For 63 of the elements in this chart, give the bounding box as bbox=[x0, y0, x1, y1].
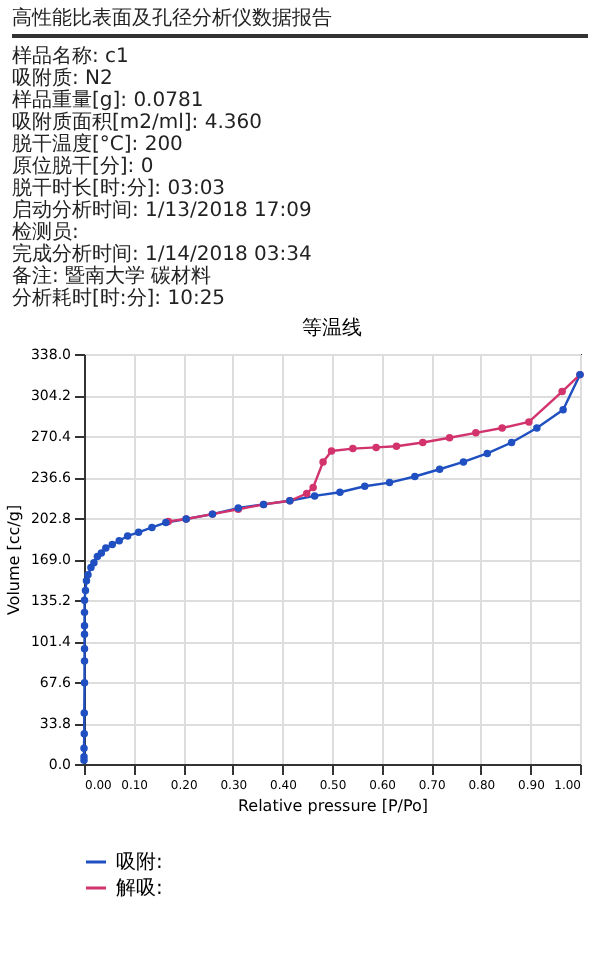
point bbox=[80, 645, 89, 653]
point bbox=[80, 596, 89, 604]
point bbox=[327, 447, 336, 455]
point bbox=[80, 709, 88, 717]
point bbox=[435, 465, 444, 473]
point bbox=[533, 424, 541, 432]
point bbox=[80, 678, 89, 687]
point bbox=[90, 558, 98, 567]
point bbox=[87, 563, 95, 572]
point bbox=[392, 442, 401, 450]
point bbox=[80, 744, 88, 752]
point bbox=[310, 492, 319, 500]
text: 样品名称: c1 bbox=[12, 46, 131, 68]
text: 分析耗时[时:分]: 10:25 bbox=[12, 288, 228, 310]
point bbox=[115, 537, 123, 545]
point bbox=[558, 387, 566, 396]
text: 高性能比表面及孔径分析仪数据报告 bbox=[12, 8, 588, 38]
point bbox=[80, 657, 89, 665]
point bbox=[134, 528, 143, 537]
point bbox=[483, 449, 491, 458]
text: 完成分析时间: 1/14/2018 03:34 bbox=[12, 244, 314, 266]
point bbox=[360, 482, 369, 490]
point bbox=[498, 424, 506, 432]
y-axis-title: Volume [cc/g] bbox=[4, 504, 23, 616]
text: 检测员: bbox=[12, 222, 79, 244]
point bbox=[80, 729, 88, 738]
chart-title: 等温线 bbox=[302, 316, 362, 340]
point bbox=[148, 523, 156, 532]
point bbox=[80, 621, 89, 630]
point bbox=[319, 458, 327, 466]
text: 脱干温度[°C]: 200 bbox=[12, 134, 185, 156]
point bbox=[385, 478, 394, 487]
text: 吸附质面积[m2/ml]: 4.360 bbox=[12, 112, 264, 134]
point bbox=[349, 444, 357, 453]
point bbox=[507, 438, 516, 447]
point bbox=[108, 540, 117, 549]
point bbox=[80, 630, 89, 638]
point bbox=[525, 418, 533, 426]
point bbox=[82, 577, 91, 585]
text: 吸附质: N2 bbox=[12, 68, 115, 90]
point bbox=[411, 472, 419, 481]
text: 备注: 暨南大学 碳材料 bbox=[12, 266, 214, 288]
point bbox=[80, 608, 89, 617]
text: 脱干时长[时:分]: 03:03 bbox=[12, 178, 228, 200]
point bbox=[472, 429, 480, 437]
point bbox=[445, 433, 454, 442]
legend-label: 解吸: bbox=[116, 878, 163, 900]
point bbox=[459, 458, 468, 466]
point bbox=[123, 532, 132, 540]
legend-label: 吸附: bbox=[116, 850, 163, 874]
point bbox=[419, 438, 427, 447]
point bbox=[309, 483, 317, 492]
point bbox=[559, 406, 567, 414]
point bbox=[302, 489, 311, 498]
point bbox=[84, 571, 92, 579]
point bbox=[336, 488, 344, 497]
text: 样品重量[g]: 0.0781 bbox=[12, 90, 206, 112]
point bbox=[81, 586, 90, 595]
x-axis-title: Relative pressure [P/Po] bbox=[237, 797, 429, 815]
text: 启动分析时间: 1/13/2018 17:09 bbox=[12, 200, 314, 222]
point bbox=[102, 544, 110, 552]
text: 原位脱干[分]: 0 bbox=[12, 156, 156, 178]
point bbox=[372, 443, 380, 452]
